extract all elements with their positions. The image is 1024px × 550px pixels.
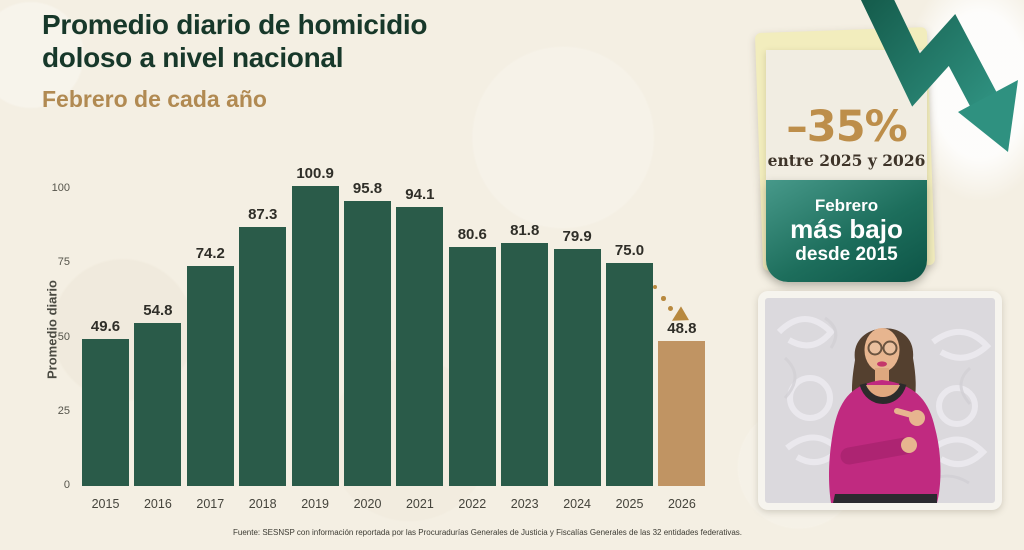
bar-value-label: 80.6 bbox=[457, 225, 487, 243]
bar-value-label: 54.8 bbox=[143, 302, 173, 320]
lowest-february-badge: Febrero más bajo desde 2015 bbox=[766, 180, 927, 282]
bar-value-label: 79.9 bbox=[562, 227, 592, 245]
y-tick-label: 50 bbox=[57, 330, 70, 343]
trend-down-arrow-icon bbox=[860, 0, 1018, 152]
page-title-line2: doloso a nivel nacional bbox=[42, 42, 344, 73]
x-tick-label: 2018 bbox=[248, 497, 277, 511]
x-tick-label: 2017 bbox=[196, 497, 225, 511]
source-note: Fuente: SESNSP con información reportada… bbox=[232, 528, 742, 537]
interpreter-illustration bbox=[776, 316, 992, 503]
x-tick-label: 2022 bbox=[458, 497, 487, 511]
bar-value-label: 74.2 bbox=[195, 244, 225, 262]
page-title-line1: Promedio diario de homicidio bbox=[42, 9, 428, 40]
bar-2017 bbox=[186, 265, 234, 486]
y-tick-label: 75 bbox=[57, 256, 70, 269]
bar-2018 bbox=[239, 226, 287, 486]
x-tick-label: 2021 bbox=[405, 497, 434, 511]
interpreter-glasses bbox=[867, 340, 898, 356]
interpreter-hand bbox=[909, 410, 925, 426]
bar-2023 bbox=[501, 243, 549, 486]
bar-2025 bbox=[606, 263, 653, 486]
bar-value-label: 75.0 bbox=[614, 242, 645, 260]
decline-dot bbox=[661, 296, 666, 301]
decline-dot bbox=[653, 285, 657, 289]
page-subtitle: Febrero de cada año bbox=[42, 86, 267, 112]
percent-callout-card: –35% entre 2025 y 2026 bbox=[766, 50, 927, 180]
bar-value-label: 100.9 bbox=[296, 165, 334, 183]
x-tick-label: 2026 bbox=[667, 497, 696, 511]
bar-value-label: 48.8 bbox=[667, 320, 697, 338]
bar-2016 bbox=[134, 323, 182, 486]
x-tick-label: 2023 bbox=[510, 497, 539, 511]
bar-2019 bbox=[291, 186, 339, 486]
bar-2021 bbox=[396, 206, 444, 486]
percent-change-caption: entre 2025 y 2026 bbox=[767, 151, 926, 170]
bar-2015 bbox=[82, 338, 129, 486]
x-tick-label: 2024 bbox=[563, 497, 591, 511]
sign-language-interpreter-video bbox=[758, 291, 1002, 510]
page-title: Promedio diario de homicidio doloso a ni… bbox=[42, 8, 602, 74]
bar-value-label: 49.6 bbox=[90, 317, 121, 335]
x-tick-label: 2020 bbox=[353, 497, 382, 511]
x-tick-label: 2019 bbox=[301, 497, 329, 511]
y-tick-label: 25 bbox=[57, 404, 70, 417]
y-tick-label: 100 bbox=[51, 182, 70, 194]
x-tick-label: 2015 bbox=[91, 497, 120, 511]
interpreter-pants bbox=[833, 494, 937, 503]
decline-dot bbox=[668, 306, 673, 311]
y-axis-title: Promedio diario bbox=[44, 280, 60, 379]
bar-2020 bbox=[344, 201, 391, 486]
bar-value-label: 87.3 bbox=[248, 205, 278, 223]
badge-line2: más bajo bbox=[790, 214, 903, 245]
badge-line3: desde 2015 bbox=[795, 244, 898, 266]
bar-value-label: 81.8 bbox=[510, 222, 540, 240]
bar-2022 bbox=[448, 246, 496, 486]
bar-value-label: 94.1 bbox=[405, 185, 435, 203]
percent-change-value: –35% bbox=[786, 102, 907, 152]
x-tick-label: 2025 bbox=[615, 497, 644, 511]
bar-2026 bbox=[658, 341, 706, 486]
badge-line1: Febrero bbox=[814, 196, 879, 216]
bar-value-label: 95.8 bbox=[352, 180, 383, 198]
bar-2024 bbox=[553, 248, 601, 486]
x-tick-label: 2016 bbox=[143, 497, 172, 511]
y-tick-label: 0 bbox=[63, 479, 70, 491]
